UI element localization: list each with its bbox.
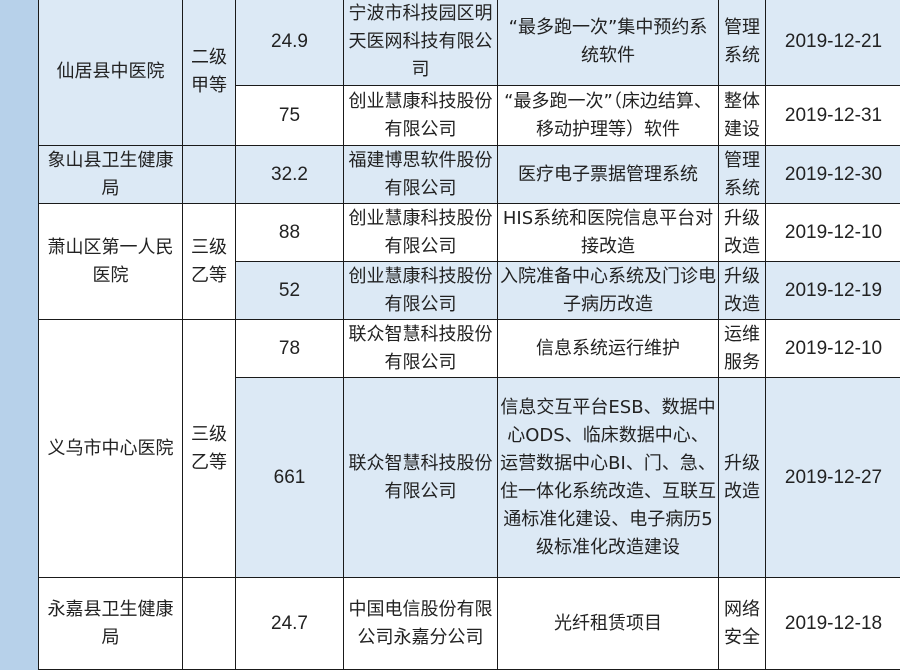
date-cell: 2019-12-10 — [766, 320, 900, 378]
hospital-cell: 仙居县中医院 — [39, 0, 183, 146]
amount-cell: 88 — [236, 204, 344, 262]
company-cell: 联众智慧科技股份有限公司 — [344, 320, 498, 378]
procurement-table: 仙居县中医院 二级甲等 24.9 宁波市科技园区明天医网科技有限公司 “最多跑一… — [38, 0, 900, 670]
company-cell: 创业慧康科技股份有限公司 — [344, 262, 498, 320]
date-cell: 2019-12-27 — [766, 378, 900, 578]
date-cell: 2019-12-21 — [766, 0, 900, 86]
amount-cell: 75 — [236, 86, 344, 146]
type-cell: 网络安全 — [719, 578, 766, 670]
amount-cell: 78 — [236, 320, 344, 378]
project-cell: “最多跑一次”集中预约系统软件 — [498, 0, 719, 86]
table-row: 永嘉县卫生健康局 24.7 中国电信股份有限公司永嘉分公司 光纤租赁项目 网络安… — [39, 578, 900, 670]
hospital-cell: 萧山区第一人民医院 — [39, 204, 183, 320]
project-cell: 光纤租赁项目 — [498, 578, 719, 670]
date-cell: 2019-12-18 — [766, 578, 900, 670]
type-cell: 升级改造 — [719, 204, 766, 262]
table-row: 象山县卫生健康局 32.2 福建博思软件股份有限公司 医疗电子票据管理系统 管理… — [39, 146, 900, 204]
company-cell: 创业慧康科技股份有限公司 — [344, 204, 498, 262]
table-row: 义乌市中心医院 三级乙等 78 联众智慧科技股份有限公司 信息系统运行维护 运维… — [39, 320, 900, 378]
type-cell: 升级改造 — [719, 262, 766, 320]
level-cell: 三级乙等 — [183, 320, 236, 578]
project-cell: 信息交互平台ESB、数据中心ODS、临床数据中心、运营数据中心BI、门、急、住一… — [498, 378, 719, 578]
level-cell — [183, 578, 236, 670]
company-cell: 联众智慧科技股份有限公司 — [344, 378, 498, 578]
side-strip — [0, 0, 38, 663]
hospital-cell: 象山县卫生健康局 — [39, 146, 183, 204]
date-cell: 2019-12-30 — [766, 146, 900, 204]
company-cell: 福建博思软件股份有限公司 — [344, 146, 498, 204]
date-cell: 2019-12-31 — [766, 86, 900, 146]
amount-cell: 24.7 — [236, 578, 344, 670]
type-cell: 管理系统 — [719, 146, 766, 204]
project-cell: HIS系统和医院信息平台对接改造 — [498, 204, 719, 262]
project-cell: 医疗电子票据管理系统 — [498, 146, 719, 204]
company-cell: 创业慧康科技股份有限公司 — [344, 86, 498, 146]
level-cell — [183, 146, 236, 204]
type-cell: 管理系统 — [719, 0, 766, 86]
project-cell: “最多跑一次”（床边结算、移动护理等）软件 — [498, 86, 719, 146]
amount-cell: 24.9 — [236, 0, 344, 86]
table-row: 萧山区第一人民医院 三级乙等 88 创业慧康科技股份有限公司 HIS系统和医院信… — [39, 204, 900, 262]
project-cell: 入院准备中心系统及门诊电子病历改造 — [498, 262, 719, 320]
amount-cell: 661 — [236, 378, 344, 578]
hospital-cell: 永嘉县卫生健康局 — [39, 578, 183, 670]
project-cell: 信息系统运行维护 — [498, 320, 719, 378]
level-cell: 三级乙等 — [183, 204, 236, 320]
type-cell: 升级改造 — [719, 378, 766, 578]
date-cell: 2019-12-19 — [766, 262, 900, 320]
date-cell: 2019-12-10 — [766, 204, 900, 262]
company-cell: 中国电信股份有限公司永嘉分公司 — [344, 578, 498, 670]
type-cell: 整体建设 — [719, 86, 766, 146]
type-cell: 运维服务 — [719, 320, 766, 378]
hospital-cell: 义乌市中心医院 — [39, 320, 183, 578]
amount-cell: 32.2 — [236, 146, 344, 204]
amount-cell: 52 — [236, 262, 344, 320]
level-cell: 二级甲等 — [183, 0, 236, 146]
company-cell: 宁波市科技园区明天医网科技有限公司 — [344, 0, 498, 86]
table-row: 仙居县中医院 二级甲等 24.9 宁波市科技园区明天医网科技有限公司 “最多跑一… — [39, 0, 900, 86]
